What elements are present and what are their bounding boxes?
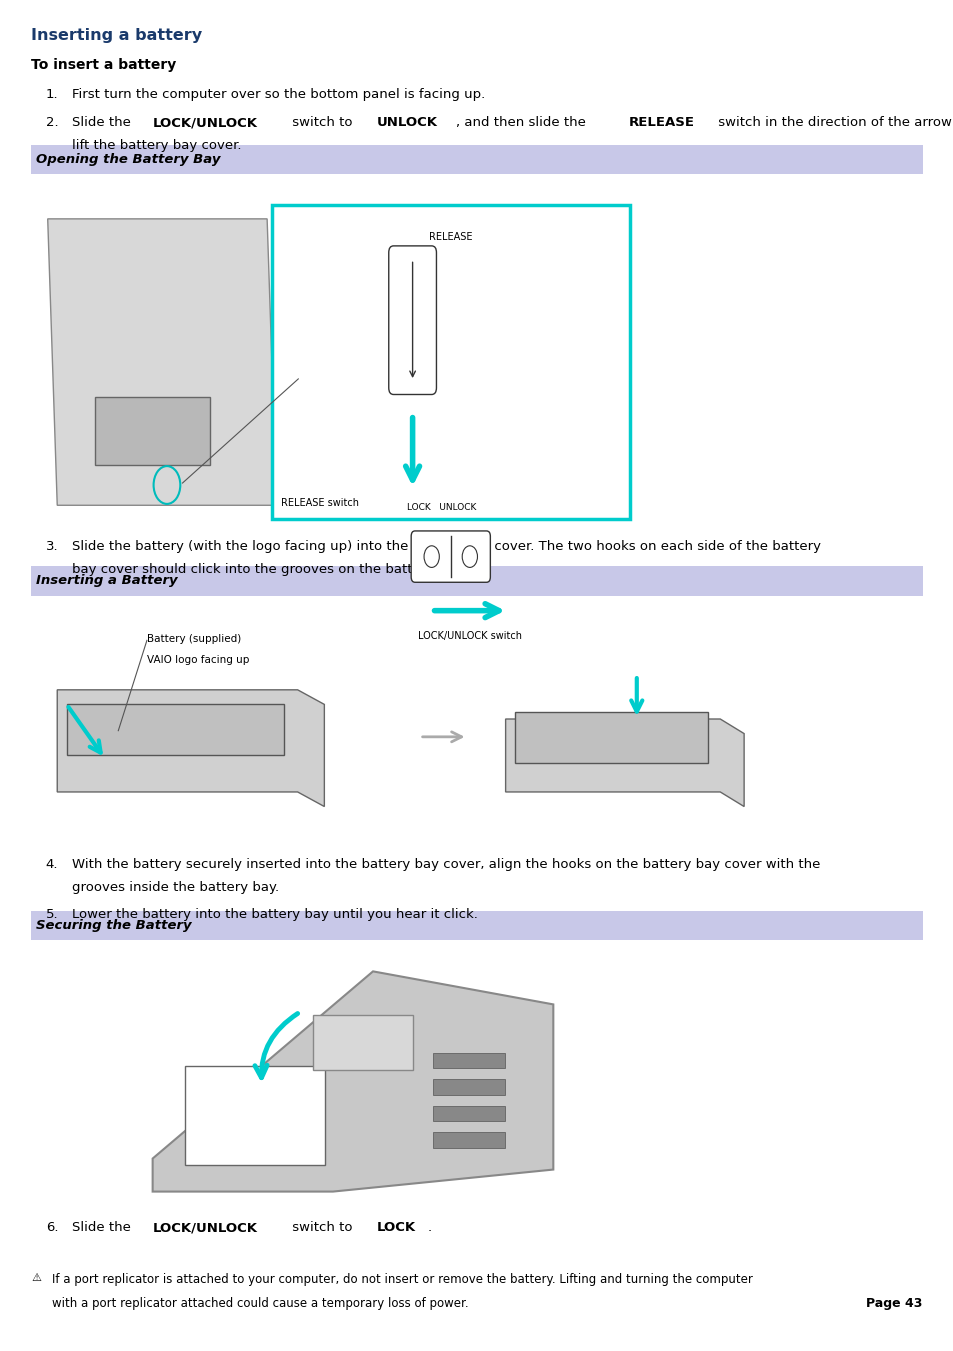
- Text: LOCK/UNLOCK switch: LOCK/UNLOCK switch: [417, 631, 521, 640]
- Polygon shape: [505, 719, 743, 807]
- Text: 3.: 3.: [46, 540, 58, 554]
- Bar: [433, 1105, 505, 1121]
- Bar: [31, 566, 922, 596]
- Bar: [313, 1016, 413, 1070]
- Text: Opening the Battery Bay: Opening the Battery Bay: [36, 153, 220, 166]
- Polygon shape: [152, 971, 553, 1192]
- Bar: [31, 145, 922, 174]
- Text: grooves inside the battery bay.: grooves inside the battery bay.: [71, 881, 278, 894]
- Text: 4.: 4.: [46, 858, 58, 871]
- Text: UNLOCK: UNLOCK: [376, 116, 437, 130]
- Polygon shape: [515, 712, 707, 763]
- Text: Slide the: Slide the: [71, 116, 134, 130]
- Text: Inserting a battery: Inserting a battery: [31, 28, 202, 43]
- Text: with a port replicator attached could cause a temporary loss of power.: with a port replicator attached could ca…: [52, 1297, 469, 1310]
- Text: ⚠: ⚠: [31, 1273, 41, 1282]
- Text: RELEASE: RELEASE: [628, 116, 694, 130]
- Text: Slide the: Slide the: [71, 1221, 134, 1235]
- Text: 5.: 5.: [46, 908, 58, 921]
- Text: RELEASE: RELEASE: [429, 232, 472, 242]
- Text: With the battery securely inserted into the battery bay cover, align the hooks o: With the battery securely inserted into …: [71, 858, 819, 871]
- Polygon shape: [57, 690, 324, 807]
- Text: Lower the battery into the battery bay until you hear it click.: Lower the battery into the battery bay u…: [71, 908, 476, 921]
- Bar: [31, 911, 922, 940]
- Text: If a port replicator is attached to your computer, do not insert or remove the b: If a port replicator is attached to your…: [52, 1273, 753, 1286]
- Circle shape: [461, 546, 476, 567]
- Text: First turn the computer over so the bottom panel is facing up.: First turn the computer over so the bott…: [71, 88, 484, 101]
- FancyBboxPatch shape: [411, 531, 490, 582]
- FancyBboxPatch shape: [389, 246, 436, 394]
- Text: .: .: [427, 1221, 432, 1235]
- Text: lift the battery bay cover.: lift the battery bay cover.: [71, 139, 241, 153]
- Text: VAIO logo facing up: VAIO logo facing up: [147, 655, 249, 665]
- Polygon shape: [95, 397, 210, 465]
- FancyBboxPatch shape: [272, 205, 629, 519]
- Circle shape: [423, 546, 438, 567]
- Text: LOCK/UNLOCK: LOCK/UNLOCK: [152, 116, 257, 130]
- Text: bay cover should click into the grooves on the battery.: bay cover should click into the grooves …: [71, 563, 436, 577]
- Text: , and then slide the: , and then slide the: [456, 116, 589, 130]
- Text: To insert a battery: To insert a battery: [31, 58, 176, 72]
- Text: switch to: switch to: [288, 1221, 356, 1235]
- Bar: [433, 1052, 505, 1069]
- Text: LOCK/UNLOCK: LOCK/UNLOCK: [152, 1221, 257, 1235]
- Text: Securing the Battery: Securing the Battery: [36, 919, 192, 932]
- Text: LOCK: LOCK: [376, 1221, 416, 1235]
- Text: Slide the battery (with the logo facing up) into the battery bay cover. The two : Slide the battery (with the logo facing …: [71, 540, 820, 554]
- Bar: [185, 1066, 325, 1165]
- Text: switch in the direction of the arrow to: switch in the direction of the arrow to: [714, 116, 953, 130]
- Text: 1.: 1.: [46, 88, 58, 101]
- Polygon shape: [48, 219, 276, 505]
- Text: Page 43: Page 43: [865, 1297, 922, 1310]
- Text: Inserting a Battery: Inserting a Battery: [36, 574, 177, 588]
- Polygon shape: [67, 704, 284, 755]
- Bar: [433, 1132, 505, 1147]
- Text: 6.: 6.: [46, 1221, 58, 1235]
- Text: LOCK   UNLOCK: LOCK UNLOCK: [406, 503, 476, 512]
- Text: switch to: switch to: [288, 116, 356, 130]
- Text: RELEASE switch: RELEASE switch: [281, 499, 359, 508]
- Bar: [433, 1079, 505, 1094]
- Text: Battery (supplied): Battery (supplied): [147, 634, 241, 643]
- Text: 2.: 2.: [46, 116, 58, 130]
